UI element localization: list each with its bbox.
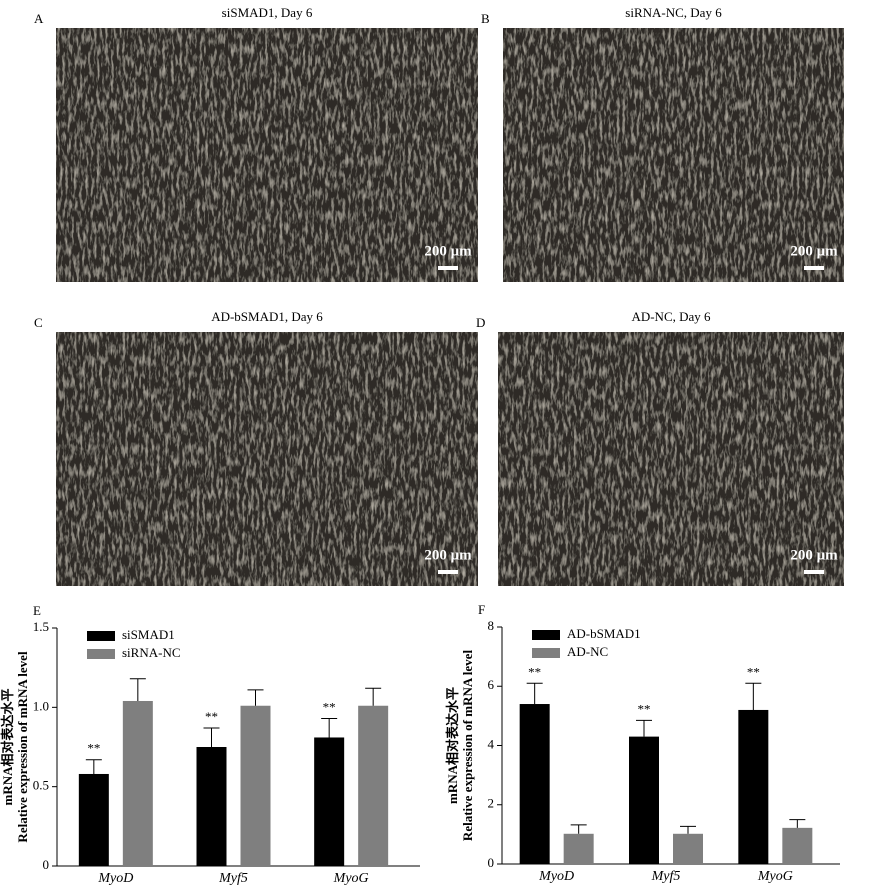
scale-bar — [804, 266, 824, 270]
error-bar — [203, 727, 220, 747]
significance: ** — [87, 741, 100, 756]
scale-label: 200 μm — [424, 243, 472, 259]
y-tick-label: 6 — [488, 677, 495, 692]
significance: ** — [205, 709, 218, 724]
significance: ** — [747, 664, 760, 679]
legend-swatch — [87, 631, 115, 641]
error-bar — [365, 687, 382, 706]
legend-label: AD-bSMAD1 — [567, 626, 641, 641]
panel-title: siSMAD1, Day 6 — [222, 5, 313, 20]
y-tick-label: 0.5 — [33, 778, 49, 793]
y-label-cn: mRNA相对表达水平 — [445, 687, 460, 804]
micrograph — [503, 28, 844, 282]
error-bar — [570, 824, 587, 834]
scale-label: 200 μm — [790, 243, 838, 259]
bar — [240, 705, 271, 866]
bar — [122, 700, 153, 866]
error-bar — [526, 682, 543, 705]
x-tick-label: MyoG — [333, 871, 369, 886]
y-tick-label: 2 — [488, 796, 495, 811]
panel-title: AD-NC, Day 6 — [631, 309, 711, 324]
scale-bar — [438, 570, 458, 574]
legend-swatch — [532, 648, 560, 658]
legend-label: AD-NC — [567, 644, 608, 659]
bar — [358, 705, 389, 866]
significance: ** — [323, 699, 336, 714]
scale-label: 200 μm — [424, 547, 472, 563]
x-tick-label: MyoD — [97, 871, 133, 886]
panel-label: A — [34, 11, 44, 26]
micrograph — [498, 332, 844, 586]
scale-bar — [438, 266, 458, 270]
significance: ** — [528, 664, 541, 679]
panel-label: C — [34, 315, 43, 330]
bar — [314, 737, 345, 866]
legend-swatch — [87, 649, 115, 659]
error-bar — [321, 717, 338, 738]
bar — [673, 833, 703, 864]
significance: ** — [638, 701, 651, 716]
panel-label: E — [33, 603, 41, 618]
error-bar — [789, 819, 806, 828]
y-tick-label: 0 — [488, 855, 495, 870]
y-tick-label: 1.5 — [33, 619, 49, 634]
y-tick-label: 1.0 — [33, 698, 49, 713]
error-bar — [680, 825, 696, 834]
error-bar — [129, 678, 146, 701]
bar — [782, 827, 813, 864]
scale-bar — [804, 570, 824, 574]
bar — [629, 736, 659, 864]
bar — [738, 709, 769, 864]
y-tick-label: 8 — [488, 618, 495, 633]
y-label: Relative expression of mRNA level — [15, 651, 30, 843]
y-label: Relative expression of mRNA level — [460, 650, 475, 842]
x-tick-label: MyoD — [538, 869, 574, 884]
bar — [563, 833, 594, 864]
x-tick-label: Myf5 — [218, 871, 248, 886]
micrograph — [56, 332, 478, 586]
legend-label: siSMAD1 — [122, 627, 175, 642]
panel-label: F — [478, 602, 485, 617]
legend-label: siRNA-NC — [122, 645, 181, 660]
x-tick-label: Myf5 — [651, 869, 681, 884]
scale-label: 200 μm — [790, 547, 838, 563]
micrograph — [56, 28, 478, 282]
error-bar — [745, 682, 762, 710]
error-bar — [85, 759, 102, 774]
error-bar — [636, 719, 652, 737]
x-tick-label: MyoG — [757, 869, 793, 884]
bar — [196, 747, 227, 866]
panel-label: B — [481, 11, 490, 26]
legend-swatch — [532, 630, 560, 640]
y-label-cn: mRNA相对表达水平 — [0, 689, 15, 806]
bar — [78, 773, 109, 866]
panel-title: siRNA-NC, Day 6 — [625, 5, 722, 20]
panel-label: D — [476, 315, 485, 330]
y-tick-label: 0 — [43, 857, 50, 872]
y-tick-label: 4 — [488, 736, 495, 751]
panel-title: AD-bSMAD1, Day 6 — [211, 309, 323, 324]
error-bar — [247, 689, 264, 706]
bar — [519, 704, 550, 864]
